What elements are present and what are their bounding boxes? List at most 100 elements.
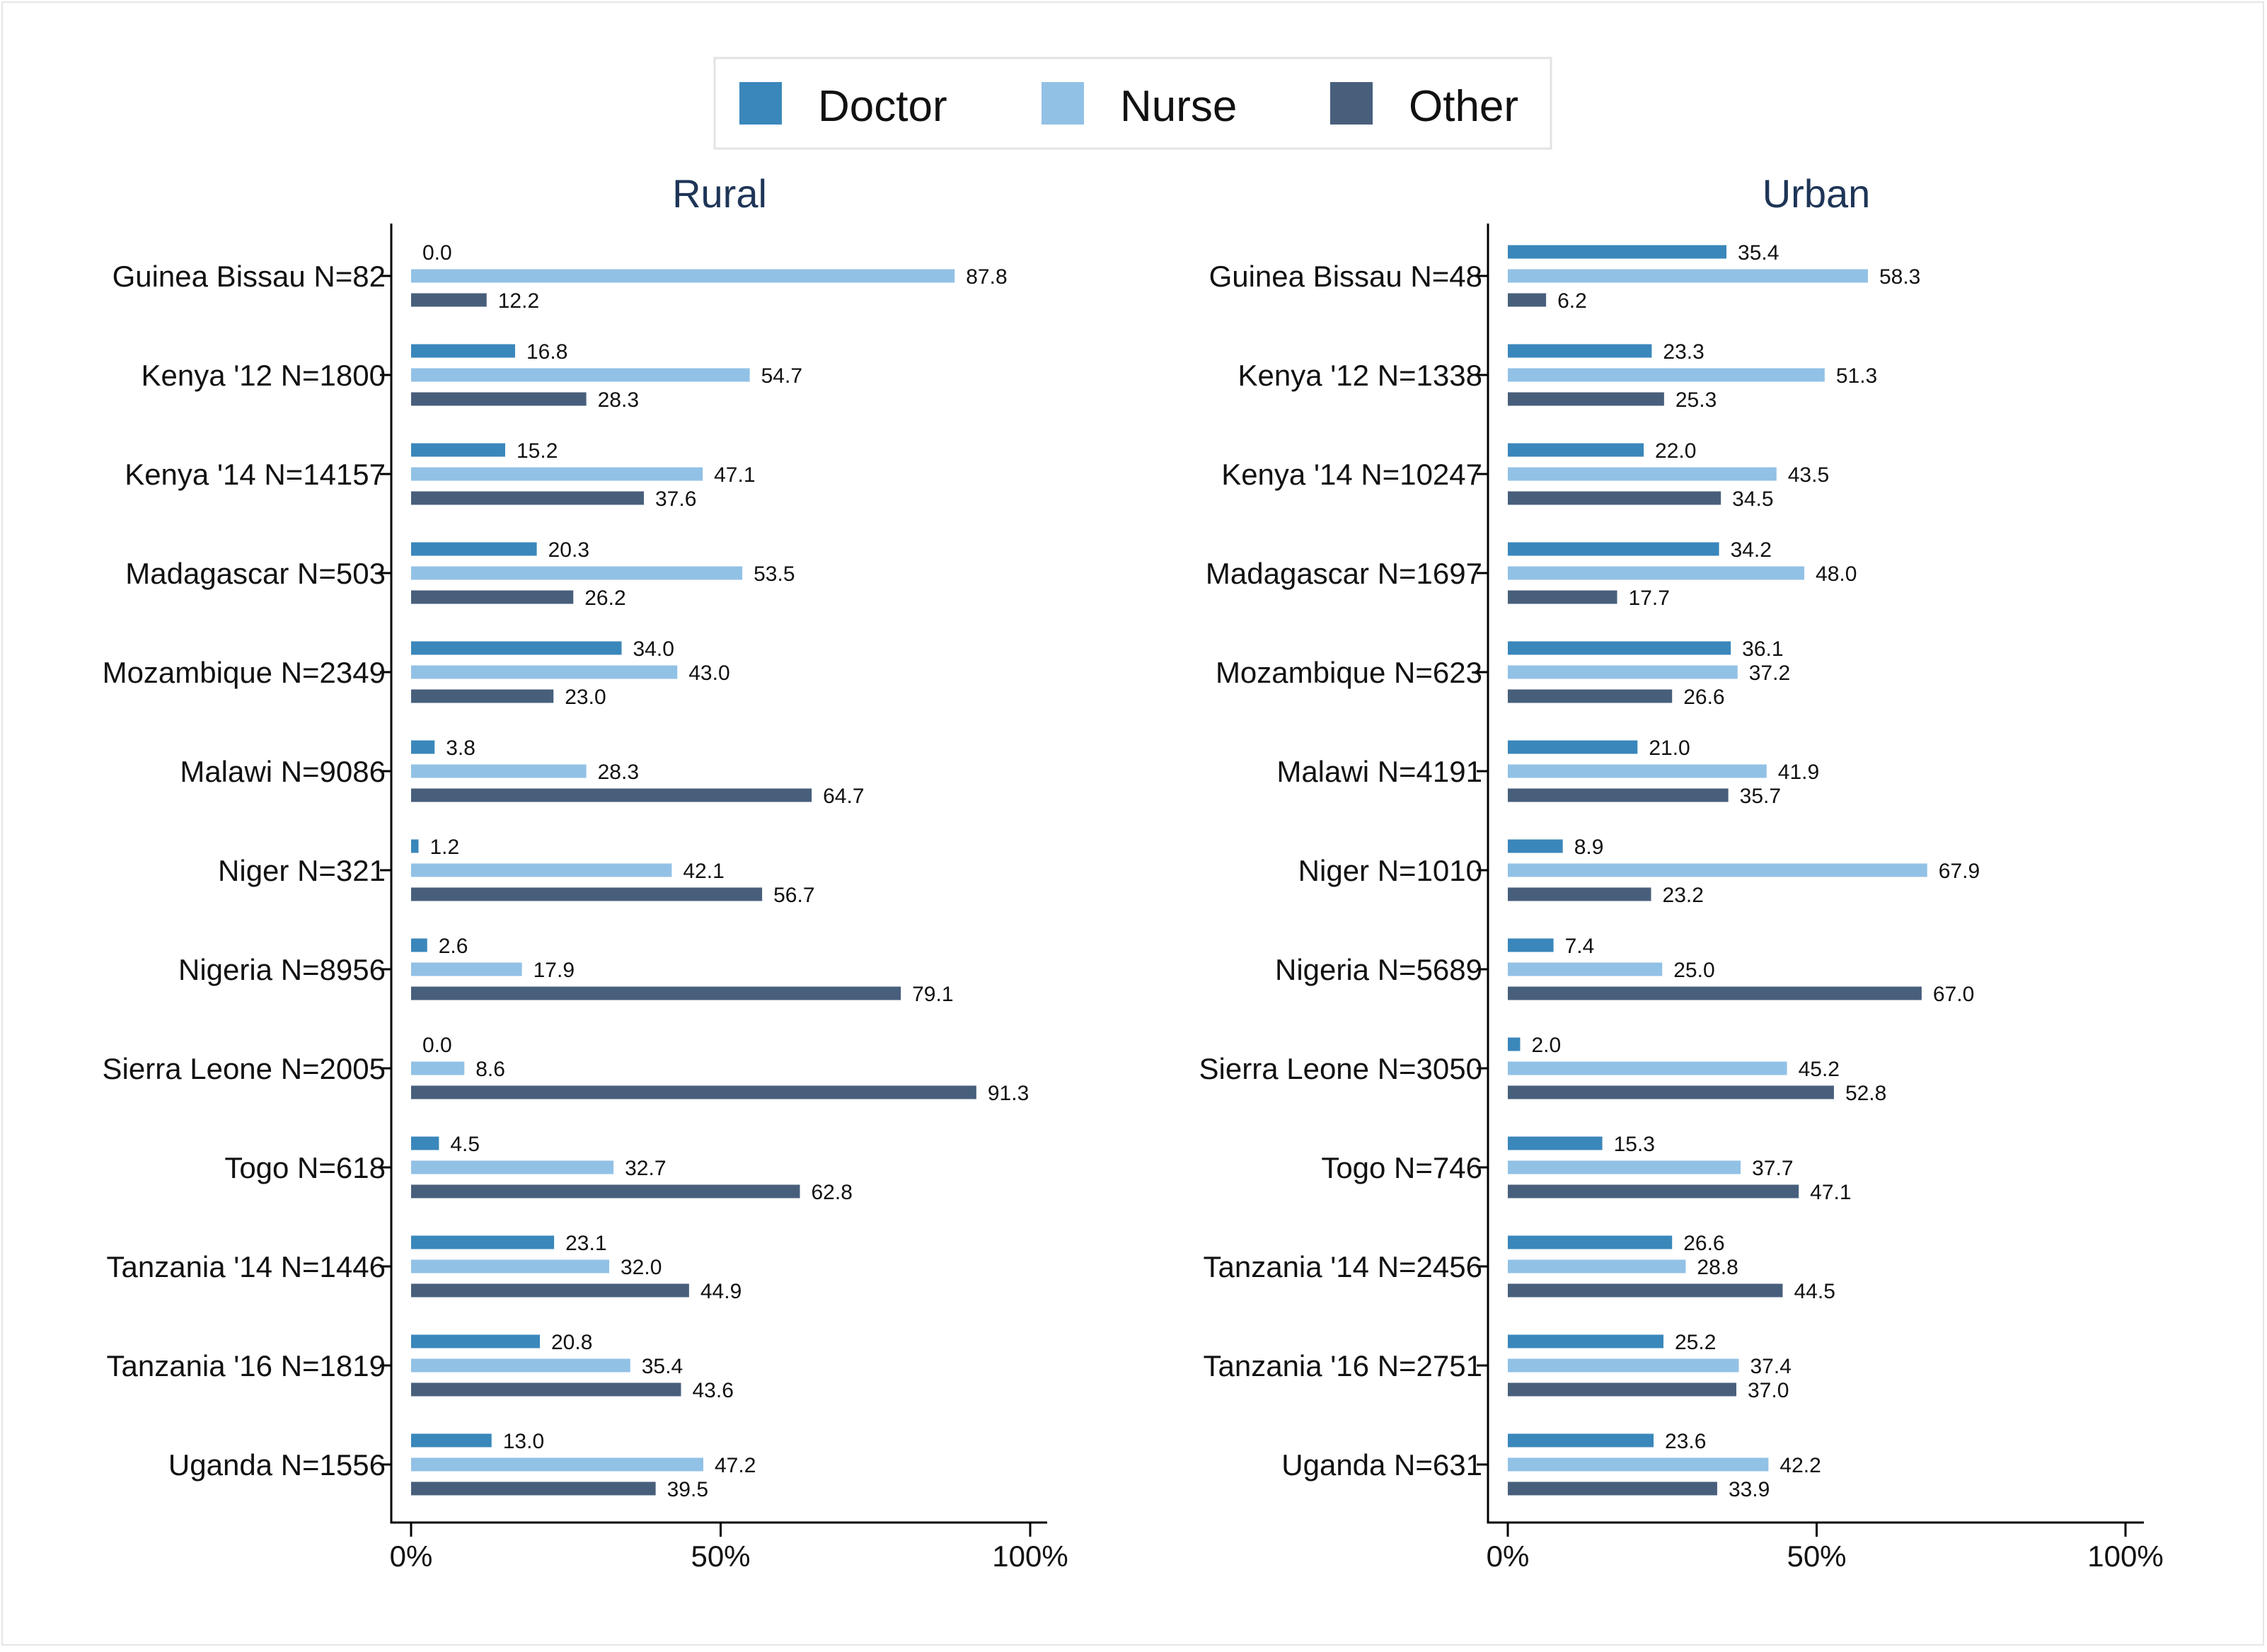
data-label-other: 23.2	[1663, 884, 1704, 907]
category-label: Tanzania '14 N=1446	[107, 1250, 386, 1283]
data-label-nurse: 37.7	[1752, 1157, 1793, 1180]
bar-group-tanzania-14-n-1446: Tanzania '14 N=1446 23.1 32.0 44.9	[107, 1232, 742, 1303]
bar-other	[1508, 1481, 1717, 1496]
legend: Doctor Nurse Other	[713, 57, 1552, 150]
category-label: Sierra Leone N=3050	[1199, 1052, 1482, 1085]
data-label-nurse: 37.2	[1749, 662, 1790, 685]
bar-doctor	[411, 1433, 492, 1448]
data-label-doctor: 15.3	[1614, 1133, 1655, 1156]
category-label: Tanzania '16 N=1819	[107, 1349, 386, 1382]
bar-doctor	[1508, 1136, 1603, 1150]
data-label-nurse: 43.5	[1788, 463, 1829, 487]
data-label-nurse: 47.1	[714, 463, 755, 487]
bar-nurse	[1508, 665, 1738, 679]
bar-other	[1508, 788, 1729, 802]
data-label-nurse: 28.3	[598, 761, 639, 784]
bar-nurse	[411, 467, 703, 481]
data-label-nurse: 48.0	[1816, 562, 1857, 586]
data-label-other: 91.3	[988, 1082, 1029, 1105]
data-label-nurse: 32.0	[621, 1256, 662, 1279]
bar-group-togo-n-746: Togo N=746 15.3 37.7 47.1	[1321, 1133, 1851, 1204]
data-label-doctor: 23.6	[1665, 1430, 1706, 1453]
bar-doctor	[411, 1235, 555, 1249]
category-label: Tanzania '14 N=2456	[1204, 1250, 1483, 1283]
data-label-nurse: 28.8	[1697, 1256, 1738, 1279]
bar-group-madagascar-n-1697: Madagascar N=1697 34.2 48.0 17.7	[1206, 538, 1857, 610]
data-label-other: 44.5	[1794, 1280, 1835, 1303]
data-label-doctor: 21.0	[1649, 737, 1690, 760]
data-label-other: 64.7	[823, 785, 864, 808]
data-label-other: 33.9	[1729, 1478, 1770, 1501]
bar-group-madagascar-n-503: Madagascar N=503 20.3 53.5 26.2	[125, 538, 795, 610]
category-label: Guinea Bissau N=48	[1209, 260, 1482, 293]
bar-other	[1508, 1085, 1834, 1099]
bar-group-uganda-n-1556: Uganda N=1556 13.0 47.2 39.5	[168, 1430, 756, 1501]
bar-group-malawi-n-4191: Malawi N=4191 21.0 41.935.7	[1276, 737, 1819, 808]
category-label: Malawi N=4191	[1276, 755, 1482, 788]
data-label-doctor: 13.0	[503, 1430, 544, 1453]
data-label-doctor: 1.2	[430, 836, 460, 859]
bar-other	[411, 1283, 689, 1298]
bar-group-kenya-14-n-14157: Kenya '14 N=14157 15.2 47.1 37.6	[125, 439, 755, 511]
panel-title-urban: Urban	[1763, 171, 1871, 216]
bar-other	[1508, 392, 1664, 406]
data-label-doctor: 22.0	[1655, 439, 1696, 463]
data-label-nurse: 37.4	[1750, 1355, 1792, 1378]
data-label-doctor: 16.8	[526, 340, 567, 364]
category-label: Togo N=618	[224, 1151, 386, 1184]
bar-other	[1508, 887, 1651, 901]
bar-group-nigeria-n-8956: Nigeria N=8956 2.6 17.9 79.1	[178, 935, 954, 1006]
data-label-nurse: 35.4	[642, 1355, 683, 1378]
bar-doctor	[411, 740, 435, 754]
category-label: Niger N=1010	[1298, 854, 1482, 887]
data-label-nurse: 25.0	[1673, 959, 1714, 982]
data-label-nurse: 87.8	[966, 265, 1007, 289]
bar-doctor	[411, 1136, 439, 1150]
data-label-other: 6.2	[1557, 289, 1587, 313]
data-label-other: 23.0	[565, 686, 606, 709]
category-label: Madagascar N=503	[125, 557, 386, 590]
data-label-nurse: 51.3	[1836, 364, 1877, 388]
bar-doctor	[411, 542, 537, 556]
bar-nurse	[1508, 1457, 1769, 1472]
data-label-nurse: 8.6	[475, 1058, 505, 1081]
category-label: Mozambique N=623	[1216, 656, 1482, 689]
legend-swatch-nurse	[1042, 82, 1084, 125]
bar-doctor	[411, 1334, 540, 1348]
data-label-nurse: 42.2	[1779, 1454, 1821, 1477]
data-label-nurse: 53.5	[754, 562, 795, 586]
data-label-other: 35.7	[1740, 785, 1781, 808]
data-label-nurse: 32.7	[625, 1157, 666, 1180]
bar-other	[1508, 986, 1922, 1000]
x-tick-label: 0%	[390, 1540, 433, 1573]
data-label-doctor: 36.1	[1742, 637, 1783, 661]
panel-urban: Urban 0% 50% 100% Guinea Bissau N=48 35.4 58.3…	[1199, 171, 2164, 1573]
bar-other	[411, 788, 812, 802]
category-label: Tanzania '16 N=2751	[1204, 1349, 1483, 1382]
bar-nurse	[1508, 467, 1777, 481]
bar-nurse	[1508, 1061, 1787, 1075]
data-label-nurse: 54.7	[761, 364, 802, 388]
bar-doctor	[1508, 443, 1644, 457]
bar-doctor	[411, 641, 622, 655]
bar-doctor	[1508, 1037, 1521, 1051]
bar-group-guinea-bissau-n-48: Guinea Bissau N=48 35.4 58.3 6.2	[1209, 241, 1921, 313]
legend-label-nurse: Nurse	[1120, 82, 1237, 131]
data-label-other: 26.2	[584, 587, 625, 610]
bar-nurse	[1508, 962, 1663, 976]
bar-doctor	[1508, 1433, 1654, 1448]
bar-other	[1508, 1184, 1799, 1198]
bar-doctor	[1508, 740, 1638, 754]
x-tick-label: 50%	[691, 1540, 750, 1573]
bar-other	[411, 491, 644, 505]
category-label: Uganda N=631	[1281, 1448, 1482, 1481]
bar-nurse	[1508, 764, 1767, 778]
data-label-other: 56.7	[773, 884, 814, 907]
category-label: Uganda N=1556	[168, 1448, 386, 1481]
bar-group-tanzania-14-n-2456: Tanzania '14 N=2456 26.628.8 44.5	[1204, 1232, 1835, 1303]
bar-group-tanzania-16-n-1819: Tanzania '16 N=1819 20.8 35.4 43.6	[107, 1331, 734, 1402]
bar-group-nigeria-n-5689: Nigeria N=5689 7.4 25.0 67.0	[1275, 935, 1974, 1006]
bar-nurse	[1508, 863, 1927, 877]
